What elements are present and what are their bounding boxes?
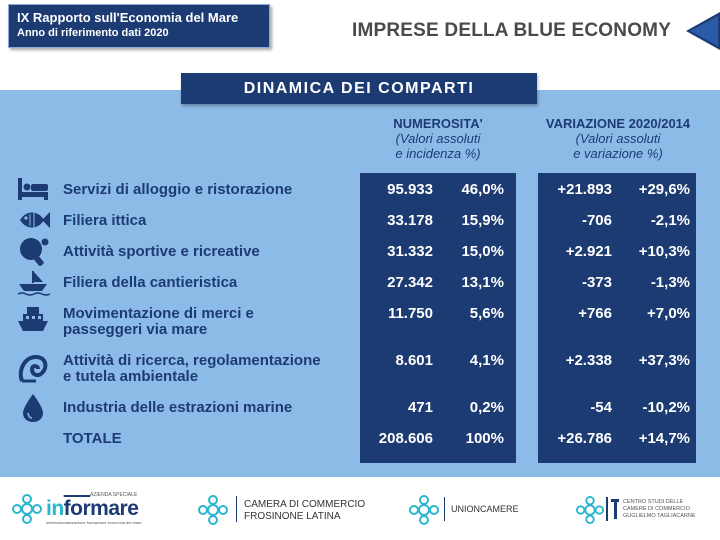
variazione-subtitle-1: (Valori assoluti bbox=[575, 131, 661, 146]
var-pct-value: +10,3% bbox=[638, 243, 690, 260]
camera-commercio-text: CAMERA DI COMMERCIO FROSINONE LATINA bbox=[244, 499, 365, 523]
count-value: 31.332 bbox=[387, 243, 433, 260]
numerosita-subtitle-2: e incidenza %) bbox=[395, 146, 481, 161]
var-abs-value: +766 bbox=[578, 305, 612, 322]
row-label: Industria delle estrazioni marine bbox=[63, 399, 293, 416]
tagliacarne-line-1: CENTRO STUDI DELLE bbox=[623, 499, 684, 505]
paddle-ball-icon bbox=[20, 238, 49, 266]
total-var-pct-value: +14,7% bbox=[638, 430, 690, 447]
var-pct-value: +29,6% bbox=[638, 181, 690, 198]
report-subtitle: Anno di riferimento dati 2020 bbox=[17, 27, 169, 39]
informare-logo-icon bbox=[12, 494, 42, 524]
var-abs-value: -706 bbox=[581, 212, 612, 229]
variazione-title: VARIAZIONE 2020/2014 bbox=[545, 116, 691, 131]
count-value: 471 bbox=[407, 399, 433, 416]
total-var-abs-value: +26.786 bbox=[557, 430, 612, 447]
row-label-line-1: Attività di ricerca, regolamentazione bbox=[63, 352, 321, 369]
tagliacarne-mark-icon bbox=[606, 497, 619, 521]
share-value: 5,6% bbox=[469, 305, 504, 322]
share-value: 46,0% bbox=[461, 181, 504, 198]
row-label-line-2: passeggeri via mare bbox=[63, 321, 208, 338]
informare-brand: informare bbox=[46, 497, 139, 521]
camera-divider bbox=[236, 496, 237, 522]
total-share-value: 100% bbox=[465, 430, 504, 447]
share-value: 0,2% bbox=[469, 399, 504, 416]
var-abs-value: -373 bbox=[581, 274, 612, 291]
var-abs-value: +2.338 bbox=[565, 352, 612, 369]
column-header-variazione: VARIAZIONE 2020/2014 (Valori assoluti e … bbox=[532, 116, 704, 161]
unioncamere-divider bbox=[444, 497, 445, 521]
row-label: Filiera ittica bbox=[63, 212, 147, 229]
var-abs-value: +2.921 bbox=[565, 243, 612, 260]
numerosita-subtitle-1: (Valori assoluti bbox=[395, 131, 481, 146]
informare-brand-c: mare bbox=[90, 497, 139, 520]
count-value: 95.933 bbox=[387, 181, 433, 198]
numerosita-box bbox=[360, 173, 516, 463]
total-label: TOTALE bbox=[63, 430, 122, 447]
bed-icon bbox=[18, 178, 48, 200]
count-value: 33.178 bbox=[387, 212, 433, 229]
share-value: 4,1% bbox=[469, 352, 504, 369]
boat-icon bbox=[17, 271, 50, 296]
tagliacarne-line-2: CAMERE DI COMMERCIO bbox=[623, 506, 690, 512]
row-label: Movimentazione di merci e passeggeri via… bbox=[63, 306, 254, 338]
var-abs-value: +21.893 bbox=[557, 181, 612, 198]
tagliacarne-text: CENTRO STUDI DELLE CAMERE DI COMMERCIO G… bbox=[623, 499, 696, 520]
informare-brand-b: for bbox=[63, 497, 91, 520]
shell-icon bbox=[18, 354, 48, 383]
tagliacarne-line-3: GUGLIELMO TAGLIACARNE bbox=[623, 513, 696, 519]
share-value: 15,9% bbox=[461, 212, 504, 229]
var-pct-value: -1,3% bbox=[650, 274, 690, 291]
count-value: 8.601 bbox=[395, 352, 433, 369]
camera-line-1: CAMERA DI COMMERCIO bbox=[244, 499, 366, 510]
row-label-line-2: e tutela ambientale bbox=[63, 368, 199, 385]
total-count-value: 208.606 bbox=[378, 430, 433, 447]
back-arrow-icon[interactable] bbox=[686, 12, 720, 50]
ship-icon bbox=[18, 307, 48, 331]
unioncamere-text: UNIONCAMERE bbox=[451, 504, 519, 514]
report-badge: IX Rapporto sull'Economia del Mare Anno … bbox=[8, 4, 270, 48]
oil-drop-icon bbox=[23, 394, 43, 422]
informare-brand-a: in bbox=[46, 497, 64, 520]
count-value: 27.342 bbox=[387, 274, 433, 291]
tagliacarne-logo-icon bbox=[576, 496, 604, 524]
variazione-subtitle-2: e variazione %) bbox=[573, 146, 663, 161]
row-label-line-1: Movimentazione di merci e bbox=[63, 305, 254, 322]
var-pct-value: -2,1% bbox=[650, 212, 690, 229]
report-title: IX Rapporto sull'Economia del Mare bbox=[17, 10, 239, 25]
page-title: IMPRESE DELLA BLUE ECONOMY bbox=[352, 20, 672, 41]
camera-commercio-logo-icon bbox=[198, 495, 228, 525]
var-pct-value: -10,2% bbox=[642, 399, 690, 416]
row-label: Attività sportive e ricreative bbox=[63, 243, 260, 260]
row-label: Filiera della cantieristica bbox=[63, 274, 238, 291]
count-value: 11.750 bbox=[387, 305, 433, 322]
variazione-box bbox=[538, 173, 696, 463]
row-label: Servizi di alloggio e ristorazione bbox=[63, 181, 293, 198]
share-value: 13,1% bbox=[461, 274, 504, 291]
var-abs-value: -54 bbox=[590, 399, 612, 416]
var-pct-value: +7,0% bbox=[647, 305, 690, 322]
informare-top: AZIENDA SPECIALE bbox=[90, 492, 138, 498]
var-pct-value: +37,3% bbox=[638, 352, 690, 369]
unioncamere-logo-icon bbox=[409, 495, 439, 525]
fish-icon bbox=[20, 212, 50, 228]
column-header-numerosita: NUMEROSITA' (Valori assoluti e incidenza… bbox=[360, 116, 516, 161]
informare-tagline: Internazionalizzazione formazione econom… bbox=[46, 520, 142, 525]
numerosita-title: NUMEROSITA' bbox=[393, 116, 483, 131]
section-title: DINAMICA DEI COMPARTI bbox=[181, 73, 537, 104]
camera-line-2: FROSINONE LATINA bbox=[244, 511, 341, 522]
share-value: 15,0% bbox=[461, 243, 504, 260]
row-label: Attività di ricerca, regolamentazione e … bbox=[63, 353, 321, 385]
